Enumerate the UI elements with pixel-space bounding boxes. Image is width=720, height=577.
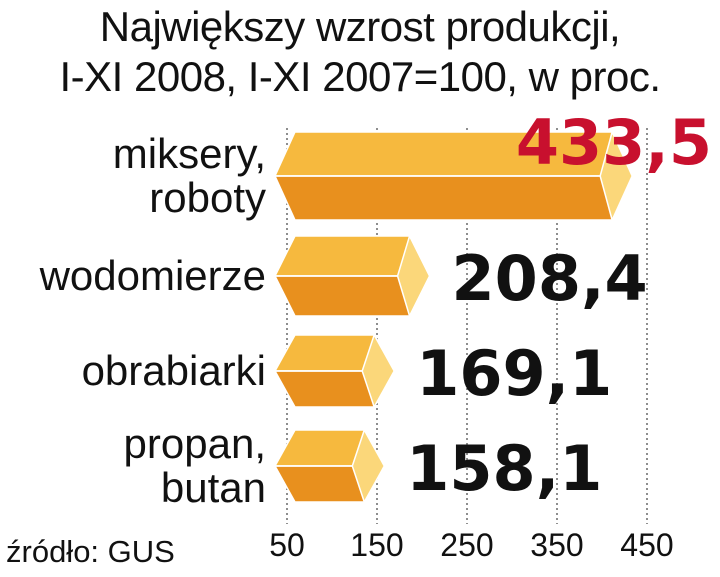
value-label-3: 158,1 — [406, 432, 602, 505]
x-axis-ticks: 50 150 250 350 450 — [269, 527, 673, 563]
bars — [273, 129, 634, 504]
category-label-2-0: obrabiarki — [82, 347, 266, 394]
bar-0 — [273, 129, 634, 223]
x-tick-label-250: 250 — [440, 527, 493, 563]
chart-title-line-1: Największy wzrost produkcji, — [99, 3, 621, 50]
bar-end-cap — [361, 333, 396, 409]
bar-end-cap — [351, 428, 386, 504]
value-label-1: 208,4 — [452, 242, 648, 315]
bar-3 — [273, 428, 386, 504]
x-tick-label-150: 150 — [350, 527, 403, 563]
bar-end-cap — [599, 129, 633, 223]
x-tick-label-350: 350 — [530, 527, 583, 563]
bar-end-cap — [396, 233, 431, 319]
category-label-3-1: butan — [161, 464, 266, 511]
source-note: źródło: GUS — [6, 534, 175, 569]
category-labels: miksery,roboty wodomierze obrabiarki propan… — [39, 130, 266, 511]
bar-bottom-facet — [273, 175, 634, 221]
value-label-2: 169,1 — [416, 337, 612, 410]
x-tick-label-450: 450 — [620, 527, 673, 563]
bar-2 — [273, 333, 396, 409]
category-label-0-0: miksery, — [113, 130, 266, 177]
x-tick-label-50: 50 — [269, 527, 305, 563]
chart-title-line-2: I-XI 2008, I-XI 2007=100, w proc. — [59, 53, 661, 100]
category-label-1-0: wodomierze — [39, 252, 266, 299]
category-label-0-1: roboty — [149, 174, 266, 221]
category-label-3-0: propan, — [124, 420, 266, 467]
chart-title: Największy wzrost produkcji, I-XI 2008, … — [0, 2, 720, 102]
value-label-0: 433,5 — [516, 106, 712, 179]
bar-1 — [273, 233, 431, 319]
value-labels: 433,5 208,4 169,1 158,1 — [406, 106, 712, 505]
